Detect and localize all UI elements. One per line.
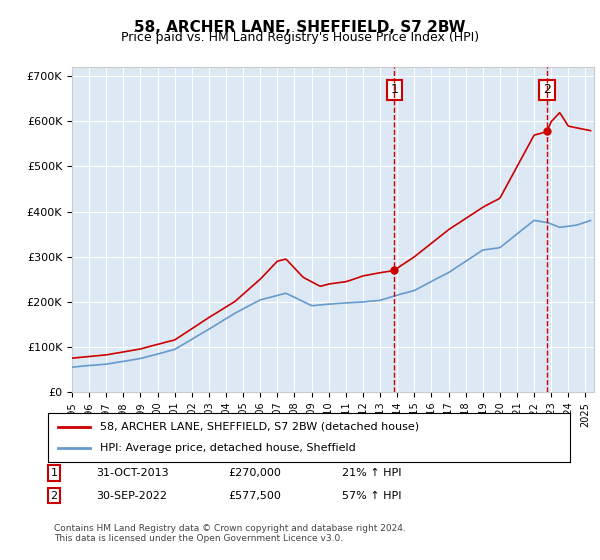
Text: 21% ↑ HPI: 21% ↑ HPI [342,468,401,478]
Text: £270,000: £270,000 [228,468,281,478]
Text: 31-OCT-2013: 31-OCT-2013 [96,468,169,478]
Text: Contains HM Land Registry data © Crown copyright and database right 2024.
This d: Contains HM Land Registry data © Crown c… [54,524,406,543]
Text: 58, ARCHER LANE, SHEFFIELD, S7 2BW: 58, ARCHER LANE, SHEFFIELD, S7 2BW [134,20,466,35]
Text: Price paid vs. HM Land Registry's House Price Index (HPI): Price paid vs. HM Land Registry's House … [121,31,479,44]
Text: 1: 1 [50,468,58,478]
Text: HPI: Average price, detached house, Sheffield: HPI: Average price, detached house, Shef… [100,443,356,453]
Text: 58, ARCHER LANE, SHEFFIELD, S7 2BW (detached house): 58, ARCHER LANE, SHEFFIELD, S7 2BW (deta… [100,422,419,432]
Text: 1: 1 [391,83,398,96]
Text: £577,500: £577,500 [228,491,281,501]
Text: 2: 2 [543,83,551,96]
Text: 2: 2 [50,491,58,501]
Text: 57% ↑ HPI: 57% ↑ HPI [342,491,401,501]
Text: 30-SEP-2022: 30-SEP-2022 [96,491,167,501]
